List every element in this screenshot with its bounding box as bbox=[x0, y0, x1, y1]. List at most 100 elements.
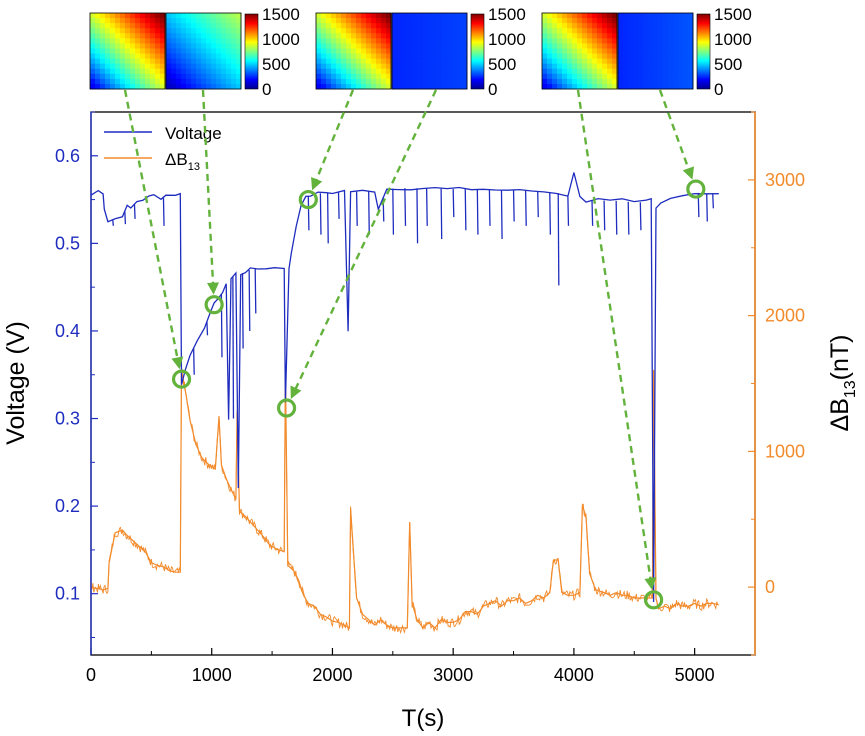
voltage-dip bbox=[512, 190, 515, 222]
arrow-head bbox=[207, 282, 219, 295]
voltage-dip bbox=[124, 210, 127, 225]
y-left-tick-label: 0.6 bbox=[55, 146, 80, 166]
voltage-dip bbox=[355, 191, 358, 226]
legend-voltage-label: Voltage bbox=[165, 124, 222, 143]
voltage-dip bbox=[712, 193, 714, 209]
colorbars: 0 500 1000 1500 0 500 1000 1500 0 500 1000 1500 bbox=[244, 5, 752, 99]
voltage-dip bbox=[464, 189, 467, 231]
x-tick-label: 5000 bbox=[675, 665, 715, 685]
legend-b13-label: ΔB13 bbox=[165, 150, 200, 173]
voltage-dip bbox=[162, 196, 165, 226]
colorbar-tick-label: 500 bbox=[488, 55, 516, 74]
heatmap-2 bbox=[165, 12, 242, 90]
y-left-tick-label: 0.3 bbox=[55, 409, 80, 429]
arrow-head bbox=[311, 176, 323, 191]
y-left-tick-label: 0.1 bbox=[55, 584, 80, 604]
x-axis-label: T(s) bbox=[402, 705, 445, 732]
series-delta-b13-line bbox=[91, 369, 719, 629]
colorbar-tick-label: 0 bbox=[262, 80, 271, 99]
voltage-dip bbox=[537, 191, 539, 218]
voltage-dip bbox=[476, 189, 479, 235]
legend-b13-label-sub: 13 bbox=[188, 161, 200, 173]
voltage-dip bbox=[307, 196, 310, 231]
voltage-dip bbox=[500, 189, 503, 239]
y-axis-right-label-sub: 13 bbox=[842, 380, 859, 398]
heatmap-3 bbox=[315, 12, 392, 90]
highlight-circle bbox=[686, 179, 706, 199]
voltage-dip bbox=[326, 192, 329, 244]
voltage-dip bbox=[112, 219, 114, 226]
arrow-line bbox=[576, 89, 653, 583]
y-axis-left: 0.1 0.2 0.3 0.4 0.5 0.6 bbox=[55, 111, 98, 655]
highlight-circle bbox=[204, 295, 224, 315]
highlight-markers bbox=[171, 179, 706, 610]
x-tick-label: 3000 bbox=[433, 665, 473, 685]
highlight-circle bbox=[171, 369, 192, 389]
x-axis: 0 1000 2000 3000 4000 5000 bbox=[86, 648, 715, 685]
heatmap-5 bbox=[541, 12, 618, 90]
highlight-circle bbox=[643, 590, 664, 610]
voltage-dip bbox=[392, 188, 395, 235]
x-tick-label: 4000 bbox=[554, 665, 594, 685]
legend-b13-label-main: ΔB bbox=[165, 150, 188, 169]
voltage-dip bbox=[549, 192, 552, 235]
y-axis-right-label-tail: (nT) bbox=[826, 335, 854, 381]
voltage-dip bbox=[591, 200, 594, 226]
colorbar-tick-label: 1500 bbox=[714, 5, 752, 24]
y-axis-right-label: ΔB13(nT) bbox=[826, 335, 859, 432]
voltage-dip bbox=[627, 201, 630, 235]
heatmap-4 bbox=[391, 12, 468, 90]
arrow-line bbox=[313, 89, 355, 184]
heatmap-thumbnails bbox=[89, 12, 694, 90]
colorbar-tick-label: 1500 bbox=[488, 5, 526, 24]
y-right-tick-label: 3000 bbox=[765, 170, 805, 190]
voltage-dip bbox=[319, 193, 322, 235]
colorbar-tick-label: 1000 bbox=[488, 30, 526, 49]
x-tick-label: 1000 bbox=[192, 665, 232, 685]
voltage-dip bbox=[615, 200, 618, 235]
voltage-dip bbox=[254, 269, 257, 314]
x-tick-label: 0 bbox=[86, 665, 96, 685]
voltage-dip bbox=[192, 347, 195, 375]
voltage-dip bbox=[603, 200, 606, 231]
series-voltage-line bbox=[91, 172, 719, 603]
voltage-dip bbox=[488, 189, 491, 226]
colorbar-tick-label: 1000 bbox=[262, 30, 300, 49]
y-left-tick-label: 0.2 bbox=[55, 496, 80, 516]
voltage-dip bbox=[232, 276, 235, 419]
legend: Voltage ΔB13 bbox=[104, 124, 222, 173]
series-delta-b13-noise bbox=[91, 366, 719, 635]
colorbar-3: 0 500 1000 1500 bbox=[696, 5, 752, 99]
colorbar-tick-label: 0 bbox=[714, 80, 723, 99]
heatmap-arrows bbox=[123, 89, 695, 590]
heatmap-1 bbox=[89, 12, 166, 90]
voltage-dip bbox=[440, 188, 443, 239]
voltage-dip bbox=[337, 191, 340, 219]
highlight-circle bbox=[276, 398, 297, 418]
colorbar-tick-label: 0 bbox=[488, 80, 497, 99]
colorbar-tick-label: 500 bbox=[714, 55, 742, 74]
voltage-dip bbox=[133, 204, 136, 219]
y-axis-right: 0 1000 2000 3000 bbox=[748, 111, 805, 656]
heatmap-6 bbox=[617, 12, 694, 90]
voltage-dip bbox=[425, 188, 428, 226]
colorbar-2: 0 500 1000 1500 bbox=[470, 5, 526, 99]
arrow-head bbox=[171, 356, 184, 370]
y-right-tick-label: 1000 bbox=[765, 441, 805, 461]
y-axis-right-label-main: ΔB bbox=[826, 398, 854, 431]
voltage-dip bbox=[368, 190, 370, 235]
voltage-dip bbox=[452, 189, 455, 218]
y-left-tick-label: 0.5 bbox=[55, 233, 80, 253]
colorbar-tick-label: 500 bbox=[262, 55, 290, 74]
arrow-head bbox=[682, 166, 695, 180]
y-axis-left-label: Voltage (V) bbox=[2, 321, 30, 445]
voltage-dip bbox=[404, 188, 407, 226]
arrow-line bbox=[123, 89, 180, 362]
voltage-dip bbox=[241, 273, 244, 349]
arrow-head bbox=[290, 385, 302, 399]
y-right-tick-label: 2000 bbox=[765, 306, 805, 326]
colorbar-1: 0 500 1000 1500 bbox=[244, 5, 300, 99]
highlight-circle bbox=[298, 189, 318, 210]
x-tick-label: 2000 bbox=[312, 665, 352, 685]
voltage-dip bbox=[416, 188, 419, 244]
